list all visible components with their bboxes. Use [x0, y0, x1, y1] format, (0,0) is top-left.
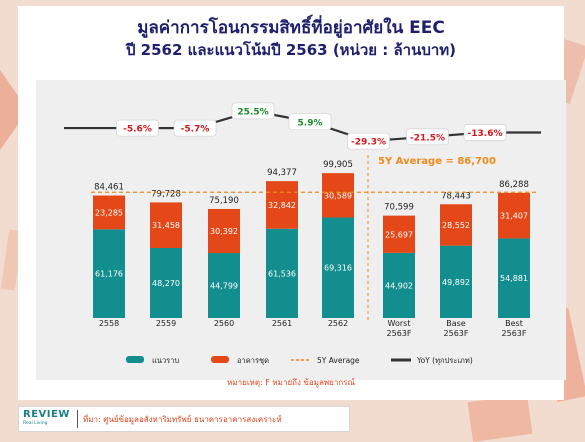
source-text: ที่มา: ศูนย์ข้อมูลอสังหาริมทรัพย์ ธนาคาร…	[83, 415, 282, 424]
legend-average-label: 5Y Average	[317, 356, 360, 365]
yoy-label-box	[463, 124, 507, 141]
x-tick-label: 2560	[214, 319, 234, 328]
data-label-low-rise: 69,316	[324, 264, 352, 273]
data-label-low-rise: 61,536	[268, 269, 296, 278]
data-label-condo: 23,285	[95, 208, 123, 217]
footnote: หมายเหตุ: F หมายถึง ข้อมูลพยากรณ์	[227, 378, 355, 387]
chart-title: มูลค่าการโอนกรรมสิทธิ์ที่อยู่อาศัยใน EEC	[137, 18, 445, 38]
data-label-total: 70,599	[384, 203, 414, 213]
stacked-bar-chart: 61,176 23,285 84,461 2558 48,270 31,458 79,728…	[64, 102, 541, 365]
x-tick-label: 2562	[328, 319, 348, 328]
brand-tagline: Real Living	[23, 421, 48, 426]
data-label-condo: 28,552	[442, 221, 470, 230]
data-label-total: 84,461	[94, 183, 124, 193]
decor-shape	[467, 394, 533, 442]
plot-area: 61,176 23,285 84,461 2558 48,270 31,458 79,728…	[36, 80, 566, 380]
data-label-condo: 30,589	[324, 191, 352, 200]
bar-condo	[208, 208, 240, 254]
bar-low-rise	[440, 245, 472, 318]
bar-low-rise	[208, 253, 240, 318]
data-label-low-rise: 48,270	[152, 279, 180, 288]
data-label-condo: 31,407	[500, 212, 528, 221]
x-tick-label: 2558	[99, 319, 119, 328]
data-label-total: 99,905	[323, 160, 353, 170]
bar-low-rise	[150, 248, 182, 318]
x-tick-label: 2563F	[387, 329, 412, 338]
x-tick-label: 2563F	[444, 329, 469, 338]
bar-condo	[93, 195, 125, 230]
bar-low-rise	[93, 229, 125, 318]
average-label: 5Y Average = 86,700	[378, 156, 496, 167]
data-label-condo: 30,392	[210, 227, 238, 236]
yoy-label: -29.3%	[351, 138, 386, 148]
data-label-low-rise: 44,799	[210, 282, 238, 291]
bar-condo	[383, 215, 415, 253]
chart-subtitle: ปี 2562 และแนวโน้มปี 2563 (หน่วย : ล้านบ…	[125, 41, 457, 59]
data-label-total: 78,443	[441, 191, 471, 201]
x-tick-label: 2559	[156, 319, 176, 328]
legend-condo-swatch	[211, 356, 229, 363]
data-label-condo: 25,697	[385, 230, 413, 239]
data-label-condo: 31,458	[152, 221, 180, 230]
yoy-label: 25.5%	[237, 107, 268, 117]
x-tick-label: 2561	[272, 319, 292, 328]
yoy-label-box	[406, 128, 449, 146]
bar-condo	[150, 202, 182, 249]
yoy-label: -21.5%	[410, 133, 445, 143]
data-label-total: 79,728	[151, 189, 181, 199]
bar-low-rise	[266, 228, 298, 318]
infographic-card: มูลค่าการโอนกรรมสิทธิ์ที่อยู่อาศัยใน EEC…	[18, 6, 566, 400]
x-tick-label: Worst	[388, 319, 411, 328]
data-label-total: 94,377	[267, 168, 297, 178]
bar-low-rise	[322, 217, 354, 318]
bar-condo	[266, 181, 298, 229]
bar-condo	[498, 192, 530, 239]
x-tick-label: 2563F	[502, 329, 527, 338]
yoy-label: -5.6%	[123, 125, 152, 135]
data-label-low-rise: 49,892	[442, 278, 470, 287]
legend-yoy-label: YoY (ทุกประเภท)	[416, 356, 473, 365]
footer: REVIEW Real Living ที่มา: ศูนย์ข้อมูลอสั…	[18, 406, 350, 432]
data-label-low-rise: 44,902	[385, 281, 413, 290]
yoy-label-box	[173, 119, 217, 137]
yoy-label-box	[347, 132, 390, 150]
x-tick-label: Best	[505, 319, 523, 328]
bar-low-rise	[498, 238, 530, 318]
footer-divider	[77, 410, 78, 428]
yoy-label-box	[116, 119, 159, 137]
data-label-total: 75,190	[209, 196, 239, 206]
yoy-label: 5.9%	[298, 118, 323, 128]
data-label-condo: 32,842	[268, 201, 296, 210]
yoy-label-box	[288, 113, 332, 131]
yoy-label: -5.7%	[181, 125, 210, 135]
legend-low-rise-label: แนวราบ	[152, 356, 179, 365]
bar-condo	[322, 173, 354, 218]
legend-condo-label: อาคารชุด	[237, 356, 269, 365]
data-label-low-rise: 61,176	[95, 270, 123, 279]
legend-low-rise-swatch	[126, 356, 144, 363]
bar-condo	[440, 204, 472, 246]
yoy-label-box	[231, 102, 275, 120]
brand-logo: REVIEW	[23, 409, 70, 420]
data-label-total: 86,288	[499, 180, 529, 190]
bar-low-rise	[383, 252, 415, 318]
data-label-low-rise: 54,881	[500, 274, 528, 283]
yoy-label: -13.6%	[468, 129, 503, 139]
x-tick-label: Base	[446, 319, 466, 328]
